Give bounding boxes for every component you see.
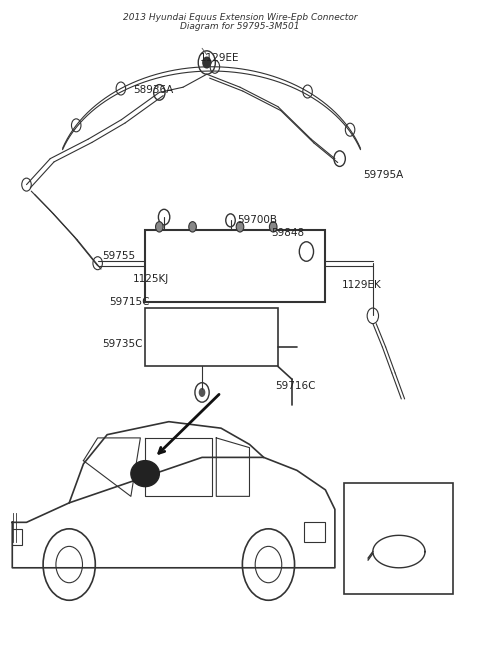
Ellipse shape [131,460,159,487]
Text: 59700B: 59700B [238,215,277,225]
Circle shape [203,58,211,67]
Circle shape [156,221,163,232]
Bar [145,308,278,366]
Text: 59755: 59755 [102,251,135,261]
Text: 1129EE: 1129EE [200,53,239,63]
Text: 59848: 59848 [271,229,304,238]
Circle shape [269,221,277,232]
Text: 2013 Hyundai Equus Extension Wire-Epb Connector: 2013 Hyundai Equus Extension Wire-Epb Co… [123,12,357,22]
Text: 58936A: 58936A [133,85,173,96]
Text: 1129EK: 1129EK [342,280,382,290]
Text: 1799JD: 1799JD [380,501,418,511]
Text: 59795A: 59795A [363,170,404,180]
Circle shape [189,221,196,232]
Bar [304,522,325,542]
Circle shape [236,221,244,232]
Bar [344,483,454,594]
Text: 59715C: 59715C [109,297,150,307]
Text: 59735C: 59735C [102,339,143,348]
Bar [145,230,325,301]
Bar [12,529,22,545]
Text: 59716C: 59716C [276,381,316,391]
Text: 1125KJ: 1125KJ [133,274,169,284]
Circle shape [199,388,205,397]
Text: Diagram for 59795-3M501: Diagram for 59795-3M501 [180,22,300,31]
